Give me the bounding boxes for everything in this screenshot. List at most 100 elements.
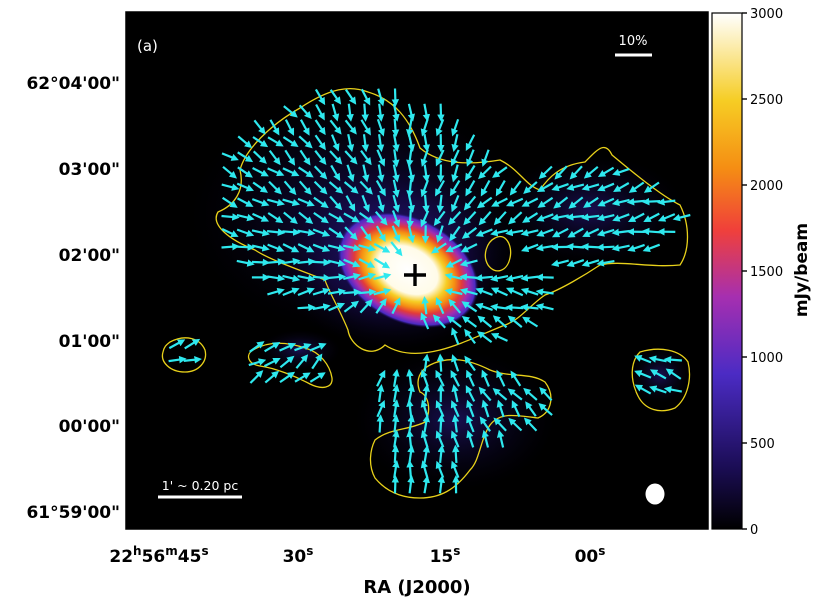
polarization-vector (493, 417, 507, 432)
polarization-vector (466, 399, 475, 418)
colorbar-tick-label: 2500 (750, 93, 783, 108)
polarization-vector (481, 149, 490, 167)
polarization-vector (377, 164, 385, 183)
polarization-vector (449, 225, 461, 242)
polarization-vector (377, 88, 385, 107)
polarization-vector (236, 243, 255, 251)
polarization-vector (450, 194, 460, 213)
polarization-vector (312, 303, 331, 311)
polarization-vector (343, 258, 361, 268)
polarization-vector (463, 211, 477, 226)
polarization-vector (464, 355, 476, 372)
polarization-vector (663, 355, 682, 364)
colorbar (711, 12, 743, 530)
polarization-vector (297, 243, 315, 253)
polarization-vector (495, 180, 506, 197)
polarization-vector (390, 241, 403, 257)
polarization-vector (221, 213, 240, 221)
polarization-vector (478, 386, 492, 402)
polarization-vector (269, 119, 280, 136)
polarization-vector (478, 210, 492, 226)
polarization-vector (268, 180, 282, 195)
polarization-vector (313, 211, 329, 224)
polarization-vector (450, 327, 460, 345)
polarization-vector (343, 272, 361, 281)
polarization-vector (391, 210, 401, 228)
polarization-vector (374, 210, 388, 226)
polarization-vector (450, 149, 460, 167)
polarization-vector (522, 212, 539, 223)
polarization-vector (267, 243, 285, 253)
plot-frame (125, 11, 709, 530)
polarization-vector (465, 385, 476, 402)
polarization-vector (523, 387, 538, 401)
polarization-vector (420, 179, 429, 198)
polarization-vector (252, 150, 267, 164)
polarization-vector (420, 149, 429, 167)
polarization-vector (460, 243, 478, 253)
polarization-vector (183, 356, 202, 364)
polarization-vector (583, 165, 599, 179)
x-tick-label-2: 15s (430, 544, 461, 567)
polarization-vector (435, 225, 444, 244)
polarization-vector (407, 225, 416, 244)
polarization-vector (359, 299, 373, 314)
polarization-vector (373, 242, 391, 253)
polarization-vectors (168, 88, 691, 494)
polarization-vector (358, 211, 375, 224)
polarization-vector (264, 342, 281, 353)
polarization-vector (279, 342, 297, 352)
polarization-vector (535, 288, 554, 296)
polarization-vector (446, 315, 462, 328)
polarization-vector (375, 180, 386, 197)
polarization-vector (643, 212, 660, 223)
polarization-vector (507, 388, 523, 401)
polarization-vector (309, 372, 326, 383)
polarization-vector (422, 134, 431, 153)
polarization-vector (536, 182, 554, 192)
polarization-vector (451, 384, 459, 403)
polarization-vector (377, 194, 385, 213)
polarization-vector (406, 459, 414, 479)
polarization-vector (448, 211, 462, 226)
polarization-vector (330, 134, 340, 152)
polarization-vector (283, 105, 298, 118)
polarization-vector (221, 196, 238, 208)
polarization-vector (634, 370, 652, 379)
polarization-vector (327, 259, 346, 267)
polarization-vector (329, 195, 343, 211)
polarization-vector (282, 198, 301, 207)
polarization-vector (375, 225, 386, 243)
x-axis-label: RA (J2000) (363, 577, 470, 598)
polarization-vector (596, 213, 615, 222)
polarization-vector (264, 370, 280, 384)
polarization-vector (474, 274, 494, 282)
polarization-vector (476, 196, 493, 209)
polarization-vector (597, 182, 615, 192)
polarization-vector (360, 119, 371, 136)
polarization-vector (421, 296, 429, 315)
polarization-vector (237, 166, 253, 178)
colorbar-tick-label: 1000 (750, 351, 783, 366)
polarization-vector (328, 212, 345, 223)
polarization-vector (294, 372, 311, 383)
polarization-vector (422, 103, 431, 122)
polarization-vector (344, 88, 357, 105)
polarization-vector (283, 180, 297, 196)
polarization-vector (406, 210, 414, 229)
polarization-vector (358, 288, 377, 296)
polarization-vector (477, 331, 493, 343)
polarization-vector (505, 287, 524, 297)
polarization-vector (314, 150, 327, 166)
polarization-vector (407, 134, 415, 153)
polarization-vector (313, 165, 328, 180)
polarization-vector (343, 181, 359, 194)
colorbar-tick-label: 2000 (750, 179, 783, 194)
polarization-vector (282, 287, 300, 297)
polarization-vector (268, 149, 281, 166)
polarization-vector (496, 399, 505, 418)
polarization-vector (663, 385, 683, 394)
polarization-vector (459, 259, 478, 267)
polarization-vector (657, 198, 676, 206)
axis-ticks (126, 12, 708, 529)
